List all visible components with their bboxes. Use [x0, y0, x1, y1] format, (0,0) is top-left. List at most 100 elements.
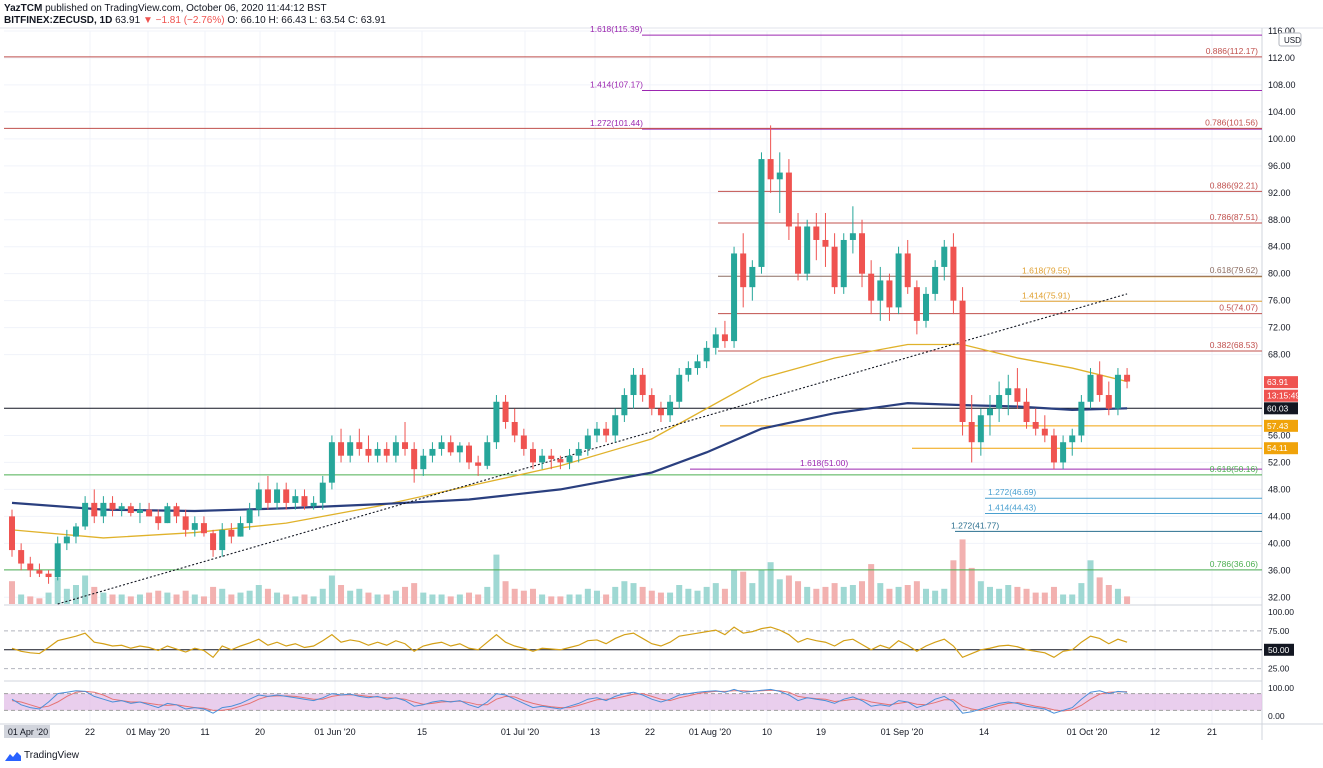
- candle-body: [54, 543, 61, 578]
- volume-bar: [246, 590, 253, 604]
- volume-bar: [584, 588, 591, 604]
- price-tick-label: 44.00: [1268, 511, 1291, 521]
- time-tick-label: 20: [255, 727, 265, 737]
- fib-label: 1.272(46.69): [988, 487, 1036, 497]
- volume-bar: [923, 588, 929, 604]
- candle-body: [18, 550, 25, 564]
- candle-body: [1041, 428, 1048, 436]
- candle-body: [118, 506, 125, 510]
- fib-label: 0.618(50.16): [1210, 464, 1258, 474]
- candle-body: [603, 428, 610, 436]
- time-tick-label: 13: [590, 727, 600, 737]
- volume-bar: [1023, 588, 1030, 604]
- volume-bar: [91, 586, 98, 604]
- publish-text: published on TradingView.com, October 06…: [45, 3, 327, 14]
- volume-bar: [822, 586, 829, 604]
- rsi-tick-label: 25.00: [1268, 664, 1290, 674]
- candle-body: [694, 361, 701, 369]
- tradingview-footer[interactable]: TradingView: [5, 750, 79, 761]
- volume-bar: [667, 592, 674, 604]
- symbol-info: BITFINEX:ZECUSD, 1D 63.91 ▼ −1.81 (−2.76…: [4, 15, 386, 27]
- volume-bar: [1069, 594, 1076, 604]
- candle-body: [712, 334, 719, 348]
- volume-bar: [859, 581, 866, 604]
- candle-body: [996, 395, 1003, 409]
- price-tag: [1264, 442, 1298, 455]
- price-axis: 116.00 112.00 108.00 104.00 100.00 96.00 92.00…: [1264, 26, 1302, 721]
- candle-body: [502, 401, 509, 422]
- price-tick-label: 72.00: [1268, 323, 1291, 333]
- candle-body: [146, 509, 153, 517]
- volume-bar: [831, 583, 838, 604]
- price-tick-label: 48.00: [1268, 484, 1291, 494]
- rsi-level-label: 50.00: [1268, 645, 1290, 655]
- candle-body: [868, 273, 875, 301]
- candle-body: [959, 300, 966, 422]
- volume-bar: [941, 588, 948, 604]
- candle-body: [1060, 442, 1067, 463]
- rsi-tick-label: 100.00: [1268, 607, 1294, 617]
- price-tick-label: 40.00: [1268, 538, 1291, 548]
- candle-body: [667, 401, 674, 416]
- volume-bar: [712, 583, 719, 604]
- candle-body: [484, 442, 491, 466]
- candle-body: [1105, 395, 1112, 409]
- stoch-k-line: [11, 688, 1128, 714]
- time-tick-label: 01 Sep '20: [881, 727, 924, 737]
- volume-bar: [1124, 596, 1131, 604]
- candle-body: [475, 462, 482, 466]
- volume-bar: [127, 596, 134, 604]
- volume-bar: [36, 598, 43, 604]
- volume-bar: [749, 583, 756, 604]
- brand-label: TradingView: [24, 750, 80, 761]
- candle-body: [1096, 374, 1103, 396]
- price-tick-label: 104.00: [1268, 107, 1296, 117]
- symbol-name[interactable]: BITFINEX:ZECUSD, 1D: [4, 15, 113, 26]
- candle-body: [191, 523, 198, 530]
- fib-label: 1.414(107.17): [590, 80, 643, 90]
- price-change: ▼ −1.81 (−2.76%): [142, 15, 225, 26]
- volume-bar: [1096, 577, 1103, 604]
- candle-body: [383, 448, 390, 456]
- volume-bar: [1105, 585, 1112, 604]
- volume-bar: [328, 575, 335, 604]
- candle-body: [456, 445, 463, 453]
- fib-label: 1.272(101.44): [590, 118, 643, 128]
- candle-body: [164, 506, 171, 524]
- time-tick-label: 01 Jul '20: [501, 727, 539, 737]
- price-tick-label: 52.00: [1268, 457, 1291, 467]
- fib-label: 0.786(101.56): [1205, 117, 1258, 127]
- candle-body: [72, 526, 79, 537]
- volume-bar: [758, 569, 765, 604]
- candle-body: [356, 442, 363, 449]
- volume-bar: [1014, 586, 1021, 604]
- candle-body: [831, 246, 838, 288]
- volume-bar: [593, 590, 600, 604]
- candle-body: [529, 448, 536, 463]
- candle-body: [200, 523, 207, 534]
- author-name[interactable]: YazTCM: [4, 3, 43, 14]
- fib-label: 0.618(79.62): [1210, 265, 1258, 275]
- volume-bar: [109, 594, 116, 604]
- volume-bar: [703, 586, 710, 604]
- candle-body: [676, 374, 683, 402]
- time-tick-label: 22: [645, 727, 655, 737]
- volume-bar: [996, 588, 1003, 604]
- candle-body: [1087, 374, 1094, 402]
- candle-body: [9, 516, 15, 551]
- volume-bar: [493, 554, 500, 604]
- candle-body: [63, 536, 70, 544]
- candle-body: [447, 442, 454, 453]
- time-tick-label: 01 Oct '20: [1067, 727, 1108, 737]
- candle-body: [749, 266, 756, 288]
- candle-body: [895, 253, 902, 308]
- candle-body: [886, 280, 893, 308]
- candle-body: [584, 435, 591, 449]
- volume-bar: [575, 594, 582, 604]
- volume-bar: [146, 592, 153, 604]
- volume-bar: [54, 577, 61, 604]
- price-tick-label: 80.00: [1268, 269, 1291, 279]
- grid: [0, 27, 1323, 740]
- candle-body: [612, 415, 619, 436]
